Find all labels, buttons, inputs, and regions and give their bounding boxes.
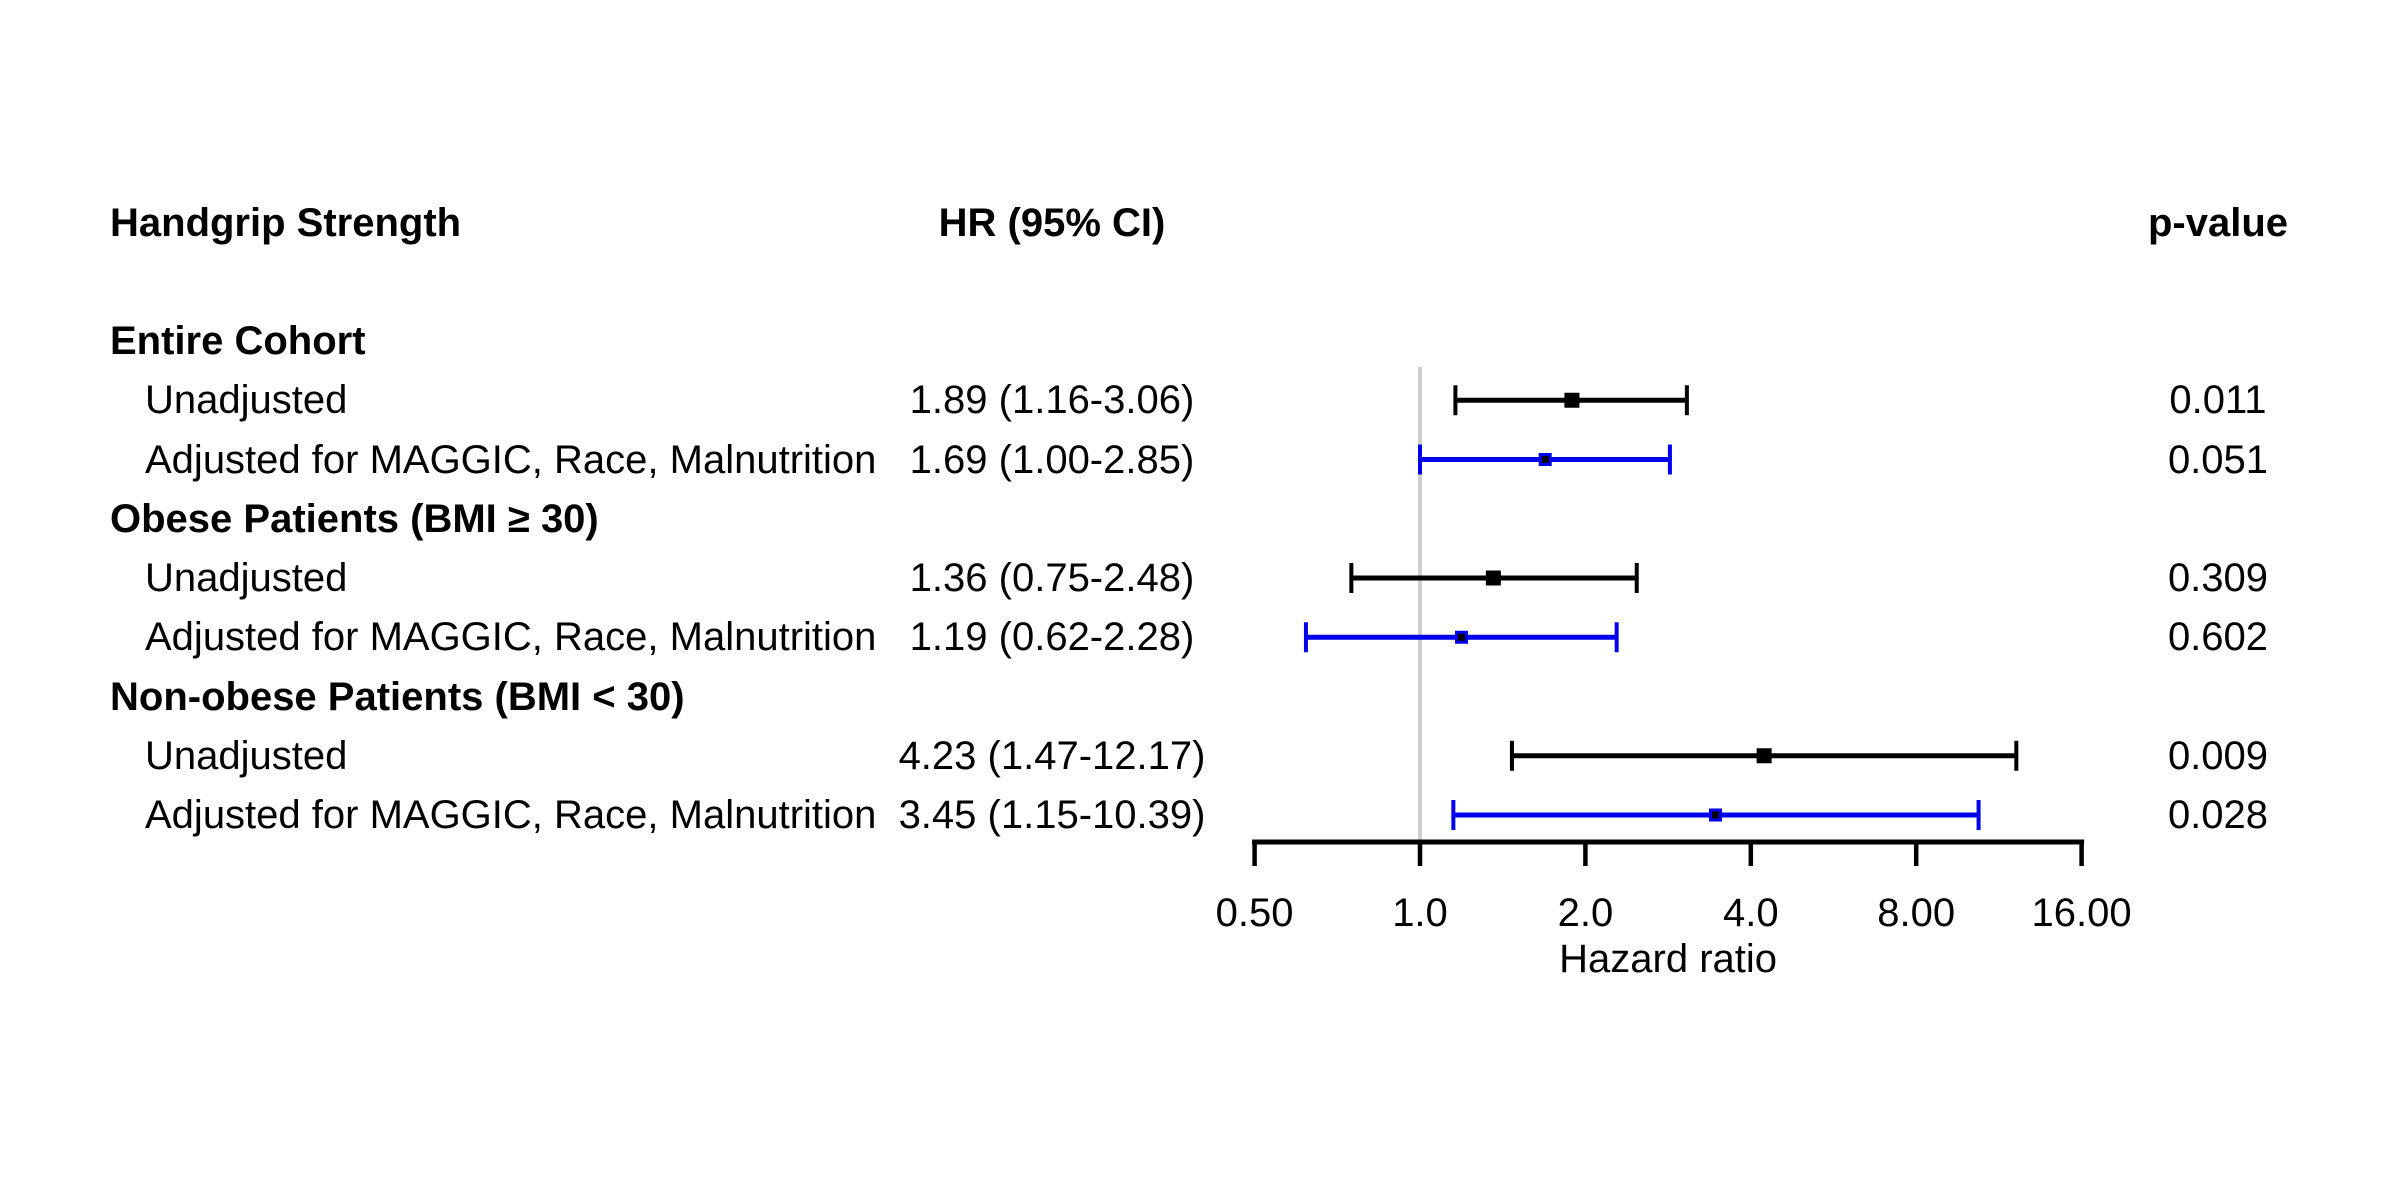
hr-ci-value: 3.45 (1.15-10.39)	[898, 793, 1206, 837]
point-estimate-marker	[1538, 453, 1552, 466]
hr-ci-value: 1.36 (0.75-2.48)	[909, 556, 1195, 600]
point-estimate-marker	[1564, 392, 1580, 408]
p-value: 0.051	[2167, 437, 2269, 482]
x-axis-title: Hazard ratio	[1559, 937, 1777, 981]
p-value: 0.028	[2167, 793, 2269, 837]
estimate-row-label: Unadjusted	[145, 556, 348, 600]
hr-ci-value: 1.69 (1.00-2.85)	[909, 437, 1195, 482]
x-axis-tick-label: 8.00	[1877, 891, 1955, 935]
column-header-handgrip-strength: Handgrip Strength	[110, 201, 462, 245]
point-estimate-marker	[1455, 630, 1469, 644]
hr-ci-value: 4.23 (1.47-12.17)	[898, 733, 1206, 778]
point-estimate-marker	[1709, 808, 1723, 822]
p-value: 0.009	[2167, 733, 2269, 778]
x-axis-tick-label: 1.0	[1392, 891, 1448, 935]
x-axis-tick-label: 2.0	[1558, 891, 1614, 935]
x-axis-tick-label: 4.0	[1723, 891, 1779, 935]
p-value: 0.011	[2169, 378, 2267, 423]
estimate-row-label: Adjusted for MAGGIC, Race, Malnutrition	[145, 793, 877, 837]
estimate-row-label: Adjusted for MAGGIC, Race, Malnutrition	[145, 615, 877, 660]
x-axis-tick-label: 0.50	[1216, 891, 1294, 935]
hr-ci-value: 1.89 (1.16-3.06)	[909, 378, 1195, 423]
column-header-hr-ci: HR (95% CI)	[938, 201, 1166, 245]
p-value: 0.602	[2167, 615, 2269, 660]
group-header-label: Non-obese Patients (BMI < 30)	[110, 674, 685, 719]
group-header-label: Obese Patients (BMI ≥ 30)	[110, 496, 599, 541]
group-header-label: Entire Cohort	[110, 319, 366, 363]
column-header-p-value: p-value	[2147, 201, 2289, 245]
estimate-row-label: Unadjusted	[145, 378, 348, 423]
estimate-row-label: Adjusted for MAGGIC, Race, Malnutrition	[145, 437, 877, 482]
hr-ci-value: 1.19 (0.62-2.28)	[909, 615, 1195, 660]
p-value: 0.309	[2167, 556, 2269, 600]
x-axis-tick-label: 16.00	[2032, 891, 2132, 935]
point-estimate-marker	[1485, 570, 1501, 586]
estimate-row-label: Unadjusted	[145, 733, 348, 778]
point-estimate-marker	[1756, 748, 1772, 764]
